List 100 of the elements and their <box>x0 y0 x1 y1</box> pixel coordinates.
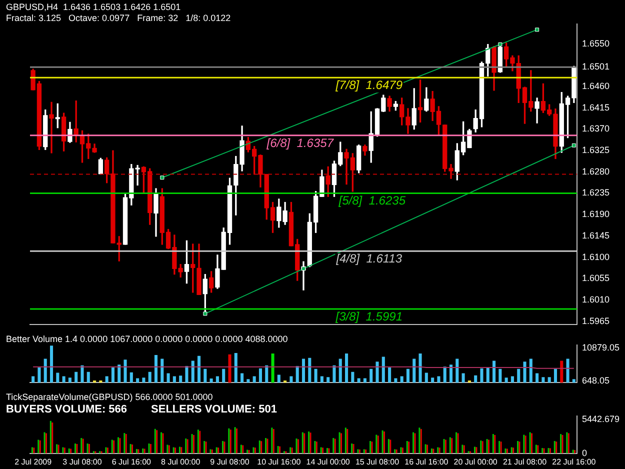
y-tick-label: 1.6010 <box>582 294 610 304</box>
bar <box>456 358 459 383</box>
bar <box>363 378 366 383</box>
ref-line-label: [4/8] 1.6113 <box>335 251 402 266</box>
y-tick-label: 1.6190 <box>582 209 610 220</box>
bar <box>560 360 564 383</box>
bar <box>418 354 422 383</box>
bar <box>160 358 164 383</box>
bar <box>486 367 490 383</box>
bar <box>338 358 342 383</box>
y-tick-label: 10879.05 <box>582 342 620 352</box>
bar <box>320 376 324 383</box>
x-tick-label: 20 Jul 00:00 <box>454 457 498 466</box>
bar <box>216 376 219 383</box>
bar <box>400 376 404 383</box>
x-tick-label: 21 Jul 08:00 <box>502 457 548 466</box>
bar <box>240 373 244 383</box>
bar <box>382 356 385 383</box>
y-tick-label: 1.6100 <box>582 252 610 262</box>
bar <box>154 354 158 383</box>
y-tick-label: 648.05 <box>582 376 610 386</box>
bar <box>548 377 551 383</box>
bar <box>38 367 41 383</box>
bar <box>148 372 152 383</box>
bar <box>314 368 318 383</box>
bar <box>105 376 108 383</box>
x-tick-label: 10 Jul 16:00 <box>257 457 302 466</box>
bar <box>222 368 226 383</box>
x-tick-label: 14 Jul 00:00 <box>306 457 350 466</box>
bar <box>136 378 140 383</box>
bar <box>74 372 78 383</box>
bar <box>185 366 188 383</box>
y-tick-label: 1.6235 <box>582 188 610 198</box>
bar <box>246 379 250 383</box>
bar <box>536 373 539 383</box>
bar <box>424 372 428 383</box>
bar <box>510 376 514 383</box>
ref-line-label: [3/8] 1.5991 <box>334 309 403 324</box>
bar <box>172 376 176 383</box>
bar <box>197 356 201 383</box>
bar <box>191 360 194 383</box>
bar <box>394 378 398 383</box>
bar <box>204 368 207 383</box>
bar <box>431 378 434 383</box>
annotation: BUYERS VOLUME: 566 <box>6 404 128 416</box>
bar <box>376 362 379 383</box>
bar <box>462 373 465 383</box>
bar <box>449 364 453 383</box>
ref-line-label: [5/8] 1.6235 <box>338 194 406 208</box>
chart-subtitle: Fractal: 3.125 Octave: 0.0977 Frame: 32 1/8: 0.0122 <box>6 12 231 23</box>
annotation: SELLERS VOLUME: 501 <box>151 404 277 416</box>
chart-title: GBPUSD,H4 1.6436 1.6503 1.6426 1.6501 <box>6 2 181 12</box>
bar <box>412 358 416 383</box>
y-tick-label: 1.6325 <box>582 145 610 156</box>
bar <box>252 376 256 383</box>
bar <box>529 358 532 383</box>
bar <box>351 372 354 383</box>
bar <box>370 368 373 383</box>
bar <box>271 354 274 383</box>
bar <box>62 376 66 383</box>
bar <box>228 354 232 383</box>
bar <box>234 352 238 383</box>
y-tick-label: 5442.679 <box>582 414 620 424</box>
y-tick-label: 1.6460 <box>582 81 610 92</box>
chart-title: TickSeparateVolume(GBPUSD) 566.0000 501.0000 <box>6 392 213 402</box>
bar <box>504 378 508 383</box>
bar <box>68 378 72 383</box>
x-tick-label: 22 Jul 16:00 <box>552 457 596 466</box>
y-tick-label: 1.6280 <box>582 166 610 176</box>
bar <box>357 378 360 383</box>
point <box>160 176 164 180</box>
bar <box>296 366 299 383</box>
bar <box>118 364 121 383</box>
bar <box>523 362 526 383</box>
bar <box>302 358 306 383</box>
bar <box>572 379 576 383</box>
x-tick-label: 3 Jul 08:00 <box>62 457 102 466</box>
x-tick-label: 6 Jul 16:00 <box>112 457 152 466</box>
bar <box>437 376 440 383</box>
bar <box>124 360 127 383</box>
x-tick-label: 9 Jul 08:00 <box>210 457 250 466</box>
bar <box>406 368 410 383</box>
bar <box>345 354 348 383</box>
bar <box>166 373 170 383</box>
x-tick-label: 16 Jul 16:00 <box>404 457 449 466</box>
bar <box>308 358 312 383</box>
bar <box>480 368 484 383</box>
x-tick-label: 2 Jul 2009 <box>14 457 52 466</box>
y-tick-label: 1.6550 <box>582 38 610 48</box>
bar <box>332 365 336 383</box>
y-tick-label: 1.6055 <box>582 273 610 284</box>
bar <box>326 377 330 383</box>
x-tick-label: 15 Jul 08:00 <box>355 457 400 466</box>
y-tick-label: 1.5965 <box>582 316 610 326</box>
y-tick-label: 1.6145 <box>582 230 610 240</box>
ref-line-label: [7/8] 1.6479 <box>334 78 403 92</box>
ref-line-label: [6/8] 1.6357 <box>266 136 335 150</box>
bar <box>265 365 268 383</box>
point <box>203 312 208 316</box>
point <box>572 143 576 148</box>
